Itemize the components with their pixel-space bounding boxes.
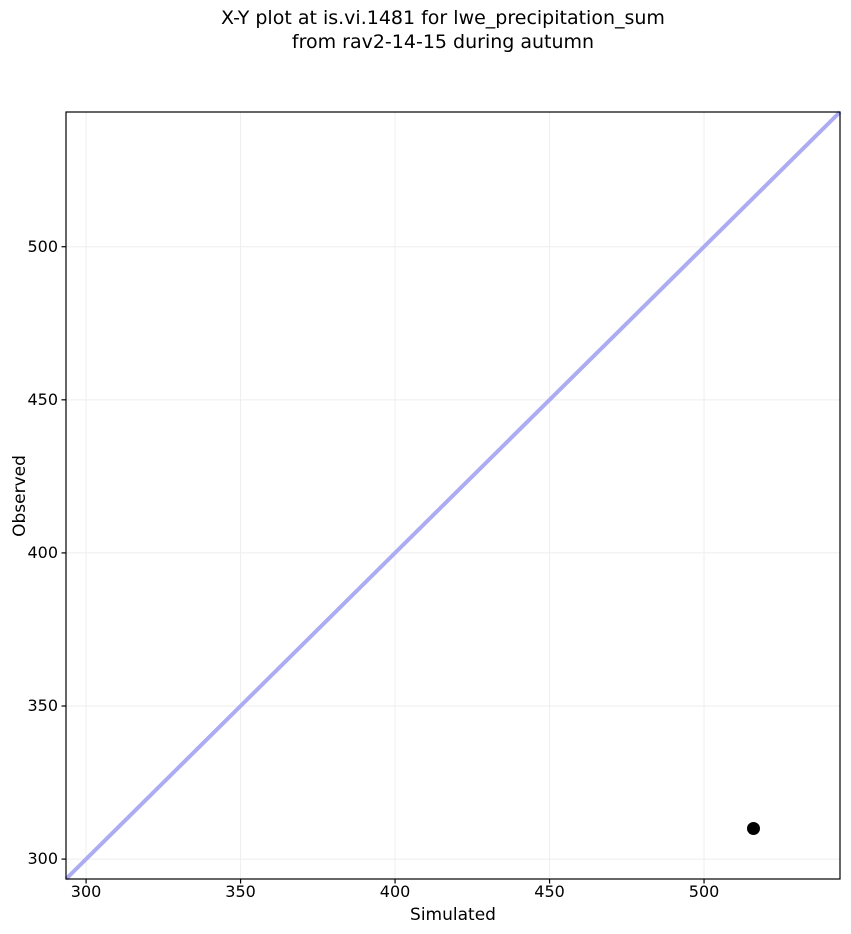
y-axis-label: Observed — [10, 455, 30, 537]
y-tick-label: 500 — [27, 236, 58, 256]
x-tick-label: 450 — [534, 882, 565, 901]
y-tick-label: 400 — [27, 542, 58, 562]
data-point — [746, 821, 760, 835]
x-tick-label: 400 — [379, 882, 411, 901]
x-tick-label: 500 — [688, 882, 720, 901]
plot-border — [65, 111, 841, 880]
y-tick-label: 450 — [27, 389, 58, 409]
y-tick-label: 350 — [27, 696, 58, 715]
x-axis-label: Simulated — [410, 905, 496, 925]
chart-title: X-Y plot at is.vi.1481 for lwe_precipita… — [221, 7, 665, 53]
x-tick-label: 300 — [70, 882, 102, 901]
identity-line — [64, 110, 842, 881]
x-tick-label: 350 — [225, 882, 256, 901]
y-tick-label: 300 — [27, 849, 58, 869]
